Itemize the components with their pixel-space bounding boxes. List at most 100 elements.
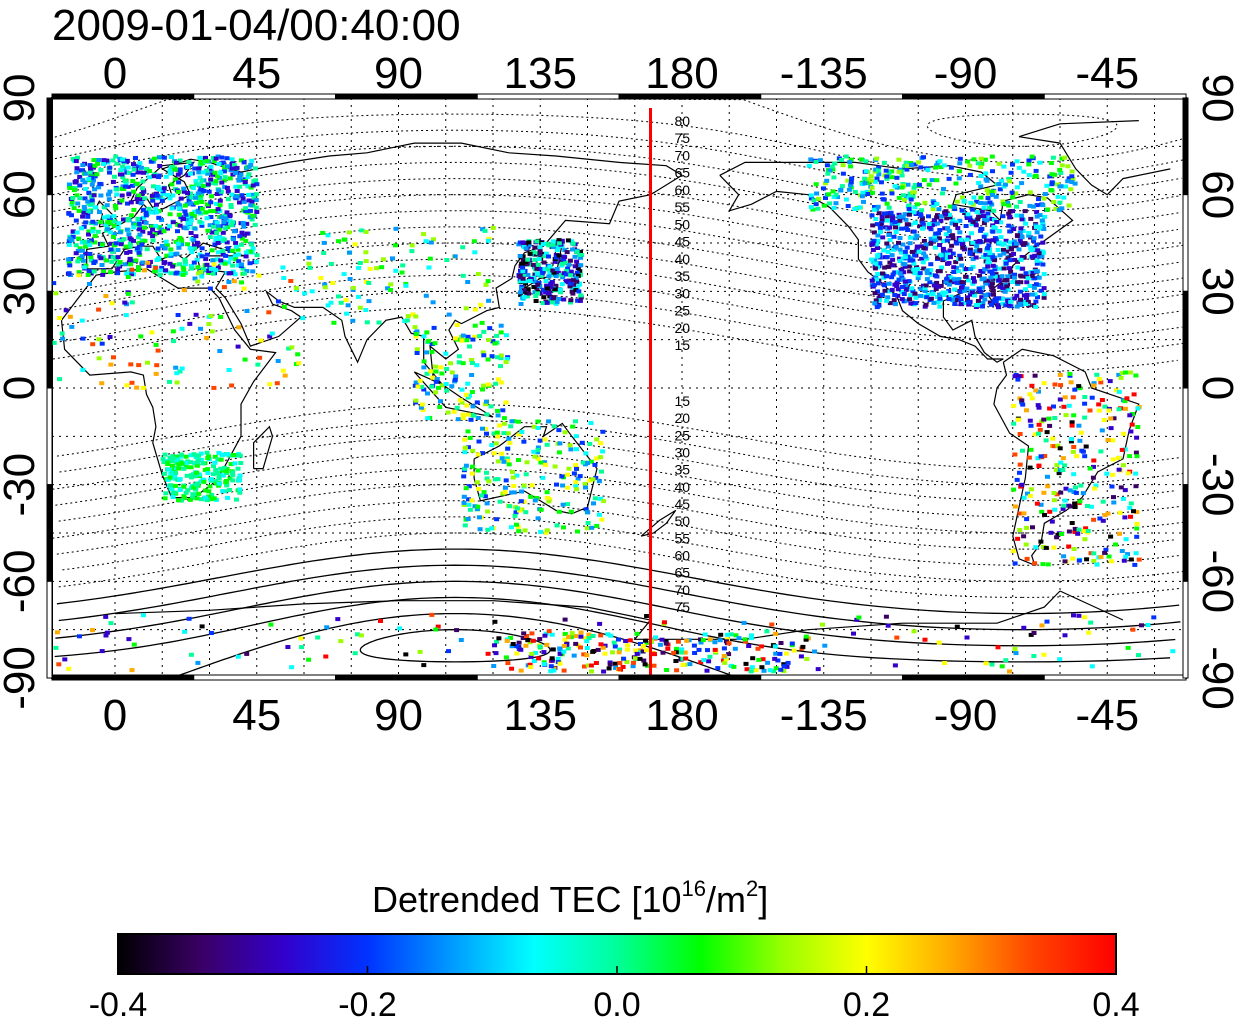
tec-point	[456, 360, 462, 365]
tec-point	[981, 234, 987, 239]
tec-point	[921, 178, 927, 183]
tec-point	[707, 654, 713, 659]
tec-point	[1036, 422, 1042, 427]
tec-point	[910, 194, 916, 199]
tec-point	[188, 214, 194, 219]
axis-bars	[46, 93, 1189, 681]
tec-point	[573, 634, 579, 638]
tec-point	[238, 461, 244, 465]
magnetic-latitude-contour	[176, 612, 905, 678]
tec-point	[488, 404, 494, 409]
tec-point	[1108, 534, 1114, 539]
tec-point	[549, 656, 555, 661]
tec-point	[230, 478, 236, 483]
tec-point	[599, 517, 605, 522]
tec-point	[1046, 416, 1052, 421]
tec-point	[938, 165, 944, 170]
tec-point	[501, 431, 507, 436]
tec-point	[131, 225, 137, 230]
tec-point	[1074, 454, 1080, 459]
tec-point	[120, 164, 126, 169]
tec-point	[1021, 255, 1027, 260]
tec-point	[1003, 261, 1009, 266]
tec-point	[66, 271, 72, 276]
tec-point	[188, 201, 194, 206]
tec-point	[903, 287, 909, 292]
tec-point	[519, 286, 524, 291]
tec-point	[621, 656, 627, 661]
tec-point	[687, 662, 693, 667]
tec-point	[997, 266, 1003, 271]
tec-point	[1013, 651, 1019, 656]
tec-point	[523, 472, 529, 477]
tec-point	[82, 180, 88, 185]
tec-point	[1067, 371, 1073, 376]
tec-point	[926, 214, 931, 219]
contour-label-north: 20	[675, 320, 691, 336]
tec-point	[147, 260, 153, 264]
axis-bar-left	[46, 484, 53, 582]
tec-point	[821, 203, 827, 208]
tec-point	[516, 529, 522, 534]
tec-point	[1037, 213, 1043, 218]
tec-point	[251, 179, 257, 184]
tec-point	[573, 288, 579, 293]
tec-point	[881, 197, 887, 202]
axis-bar-bottom	[902, 674, 1045, 681]
tec-point	[772, 656, 778, 661]
tec-point	[1059, 206, 1065, 211]
tec-point	[985, 196, 991, 201]
tec-point	[448, 361, 453, 366]
tec-point	[1051, 498, 1057, 503]
tec-point	[890, 272, 896, 277]
tec-point	[228, 223, 234, 228]
tec-point	[455, 417, 461, 422]
tec-point	[917, 211, 923, 216]
tec-point	[324, 625, 330, 630]
tec-point	[419, 384, 425, 389]
tec-point	[237, 175, 243, 180]
tec-point	[874, 222, 880, 227]
tec-point	[907, 241, 913, 246]
tec-point	[410, 312, 416, 317]
tec-point	[188, 247, 194, 251]
tec-point	[471, 413, 477, 418]
tec-point	[140, 613, 146, 618]
tec-point	[1016, 374, 1022, 379]
tec-point	[76, 256, 82, 261]
tec-point	[1041, 490, 1047, 495]
tec-point	[110, 158, 116, 163]
tec-point	[906, 279, 912, 284]
tec-point	[137, 232, 143, 237]
tec-point	[465, 280, 471, 284]
tec-point	[509, 666, 515, 671]
tec-point	[911, 267, 917, 272]
tec-point	[190, 485, 196, 490]
tec-point	[520, 272, 526, 277]
tec-point	[157, 155, 162, 160]
tec-point	[637, 656, 643, 661]
tec-point	[817, 158, 823, 163]
tec-point	[974, 199, 980, 204]
tec-point	[1023, 302, 1029, 307]
tec-point	[1022, 209, 1028, 214]
tec-point	[89, 202, 95, 207]
tec-point	[907, 209, 913, 214]
tec-point	[606, 666, 612, 671]
tec-point	[548, 664, 554, 669]
tec-point	[881, 160, 887, 165]
tec-point	[984, 218, 990, 223]
tec-point	[480, 451, 485, 456]
tec-point	[522, 260, 528, 264]
tec-point	[524, 294, 530, 299]
tec-point	[911, 261, 917, 266]
tec-point	[252, 166, 258, 171]
lon-tick-top: 0	[103, 49, 127, 98]
tec-point	[170, 264, 176, 269]
tec-point	[518, 292, 524, 297]
colorbar-tick-label: 0.0	[593, 986, 640, 1024]
tec-point	[996, 182, 1002, 186]
lon-tick-bottom: 135	[504, 691, 577, 740]
tec-point	[165, 462, 171, 467]
tec-point	[663, 641, 669, 646]
